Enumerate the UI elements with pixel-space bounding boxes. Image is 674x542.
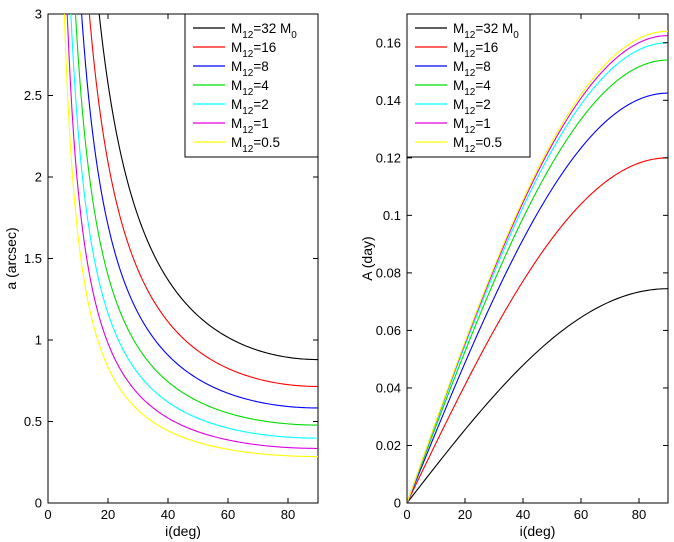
x-tick-label: 60 bbox=[574, 507, 588, 522]
legend-box bbox=[184, 13, 319, 158]
x-axis-label: i(deg) bbox=[165, 523, 201, 539]
series-lines bbox=[63, 13, 319, 458]
series-line-4 bbox=[74, 13, 319, 426]
series-line-2 bbox=[406, 42, 669, 504]
legend-entry: M12=0.5 bbox=[453, 135, 502, 155]
legend-entry: M12=2 bbox=[231, 97, 269, 117]
legend-entry: M12=16 bbox=[231, 40, 276, 60]
y-tick-label: 0.14 bbox=[376, 93, 401, 108]
y-tick-label: 2.5 bbox=[24, 88, 42, 103]
series-line-16 bbox=[88, 13, 319, 388]
y-axis-label: A (day) bbox=[359, 236, 375, 280]
y-tick-label: 0.12 bbox=[376, 150, 401, 165]
legend: M12=32 M0M12=16M12=8M12=4M12=2M12=1M12=0… bbox=[184, 13, 319, 158]
series-line-8 bbox=[406, 92, 669, 504]
series-line-8 bbox=[81, 13, 318, 409]
y-tick-label: 0.08 bbox=[376, 265, 401, 280]
x-tick-label: 20 bbox=[101, 507, 115, 522]
x-tick-label: 40 bbox=[516, 507, 530, 522]
legend-entry: M12=4 bbox=[231, 78, 269, 98]
y-tick-label: 1.5 bbox=[24, 251, 42, 266]
x-tick-label: 80 bbox=[281, 507, 295, 522]
x-tick-label: 40 bbox=[161, 507, 175, 522]
legend-entry: M12=32 M0 bbox=[453, 21, 519, 41]
legend-entry: M12=8 bbox=[231, 59, 269, 79]
legend-entry: M12=0.5 bbox=[231, 135, 280, 155]
series-line-2 bbox=[70, 13, 319, 439]
series-line-0_5 bbox=[406, 30, 669, 504]
x-tick-label: 80 bbox=[632, 507, 646, 522]
legend-entry: M12=1 bbox=[231, 116, 269, 136]
legend-entry: M12=32 M0 bbox=[231, 21, 297, 41]
y-axis-label: a (arcsec) bbox=[3, 227, 19, 289]
x-axis-label: i(deg) bbox=[520, 523, 556, 539]
y-tick-label: 0 bbox=[394, 496, 401, 511]
y-tick-label: 0 bbox=[35, 496, 42, 511]
legend-entry: M12=1 bbox=[453, 116, 491, 136]
series-lines bbox=[406, 30, 669, 504]
y-tick-label: 0.02 bbox=[376, 438, 401, 453]
y-tick-label: 2 bbox=[35, 170, 42, 185]
y-tick-label: 3 bbox=[35, 7, 42, 22]
legend: M12=32 M0M12=16M12=8M12=4M12=2M12=1M12=0… bbox=[406, 13, 531, 158]
x-tick-label: 60 bbox=[221, 507, 235, 522]
x-tick-label: 20 bbox=[458, 507, 472, 522]
legend-entry: M12=8 bbox=[453, 59, 491, 79]
y-tick-label: 0.06 bbox=[376, 323, 401, 338]
series-line-1 bbox=[66, 13, 318, 449]
series-line-32 bbox=[98, 13, 319, 361]
y-tick-label: 0.16 bbox=[376, 35, 401, 50]
y-tick-label: 0.1 bbox=[383, 208, 401, 223]
x-tick-label: 0 bbox=[403, 507, 410, 522]
chart-right-A-vs-inclination: 0 20 40 60 80 0 0.02 0.04 0.06 0.08 0.1 0.12 0.14 0.1… bbox=[359, 13, 669, 539]
legend-entry: M12=16 bbox=[453, 40, 498, 60]
legend-entry: M12=2 bbox=[453, 97, 491, 117]
y-tick-label: 0.04 bbox=[376, 380, 401, 395]
series-line-32 bbox=[406, 288, 669, 504]
legend-entry: M12=4 bbox=[453, 78, 491, 98]
x-tick-label: 0 bbox=[44, 507, 51, 522]
series-line-4 bbox=[406, 59, 669, 504]
series-line-0_5 bbox=[63, 13, 319, 458]
series-line-16 bbox=[406, 157, 669, 504]
chart-left-a-vs-inclination: 0 20 40 60 80 0 0.5 1 1.5 2 2.5 3 i(deg) a (arcsec) M1… bbox=[3, 7, 319, 539]
y-tick-label: 0.5 bbox=[24, 414, 42, 429]
y-tick-label: 1 bbox=[35, 333, 42, 348]
